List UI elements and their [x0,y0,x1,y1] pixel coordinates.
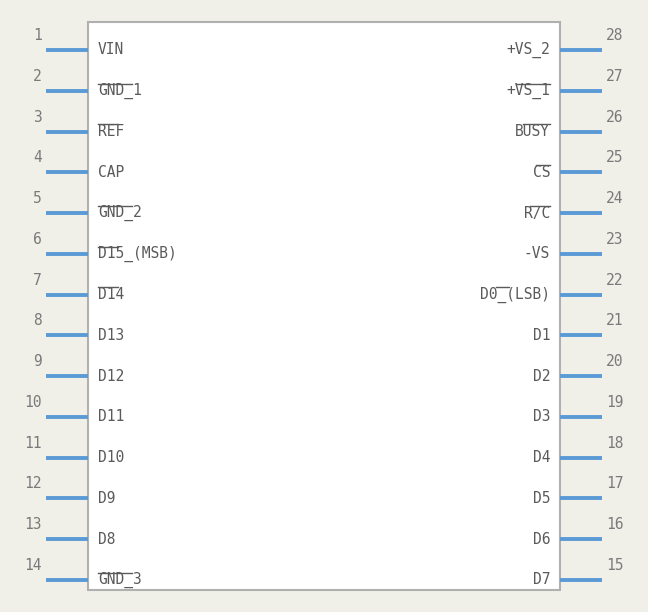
Text: 28: 28 [606,28,623,43]
Text: D14: D14 [98,287,124,302]
Text: VIN: VIN [98,42,124,58]
Text: 25: 25 [606,151,623,165]
Text: 2: 2 [33,69,42,84]
Text: D12: D12 [98,368,124,384]
Text: D8: D8 [98,532,115,547]
Text: D6: D6 [533,532,550,547]
Text: CS: CS [533,165,550,180]
Text: 6: 6 [33,232,42,247]
Bar [88,22,560,590]
Text: GND_3: GND_3 [98,572,142,588]
Text: 24: 24 [606,191,623,206]
Text: 15: 15 [606,558,623,573]
Text: 7: 7 [33,272,42,288]
Text: 1: 1 [33,28,42,43]
Text: D4: D4 [533,450,550,465]
Text: 23: 23 [606,232,623,247]
Text: D10: D10 [98,450,124,465]
Text: D5: D5 [533,491,550,506]
Text: BUSY: BUSY [515,124,550,139]
Text: +VS_1: +VS_1 [506,83,550,99]
Text: 8: 8 [33,313,42,329]
Text: 22: 22 [606,272,623,288]
Text: +VS_2: +VS_2 [506,42,550,58]
Text: REF: REF [98,124,124,139]
Text: 9: 9 [33,354,42,369]
Text: D7: D7 [533,572,550,588]
Text: R/C: R/C [524,206,550,220]
Text: -VS: -VS [524,247,550,261]
Text: D3: D3 [533,409,550,425]
Text: 11: 11 [25,436,42,450]
Text: 21: 21 [606,313,623,329]
Text: 5: 5 [33,191,42,206]
Text: 12: 12 [25,477,42,491]
Text: GND_1: GND_1 [98,83,142,99]
Text: D11: D11 [98,409,124,425]
Text: 20: 20 [606,354,623,369]
Text: 17: 17 [606,477,623,491]
Text: GND_2: GND_2 [98,205,142,221]
Text: D15_(MSB): D15_(MSB) [98,246,177,262]
Text: 13: 13 [25,517,42,532]
Text: D2: D2 [533,368,550,384]
Text: 27: 27 [606,69,623,84]
Text: 14: 14 [25,558,42,573]
Text: D0_(LSB): D0_(LSB) [480,286,550,303]
Text: 10: 10 [25,395,42,410]
Text: D13: D13 [98,328,124,343]
Text: 4: 4 [33,151,42,165]
Text: D9: D9 [98,491,115,506]
Text: 26: 26 [606,110,623,124]
Text: D1: D1 [533,328,550,343]
Text: 16: 16 [606,517,623,532]
Text: 18: 18 [606,436,623,450]
Text: CAP: CAP [98,165,124,180]
Text: 3: 3 [33,110,42,124]
Text: 19: 19 [606,395,623,410]
